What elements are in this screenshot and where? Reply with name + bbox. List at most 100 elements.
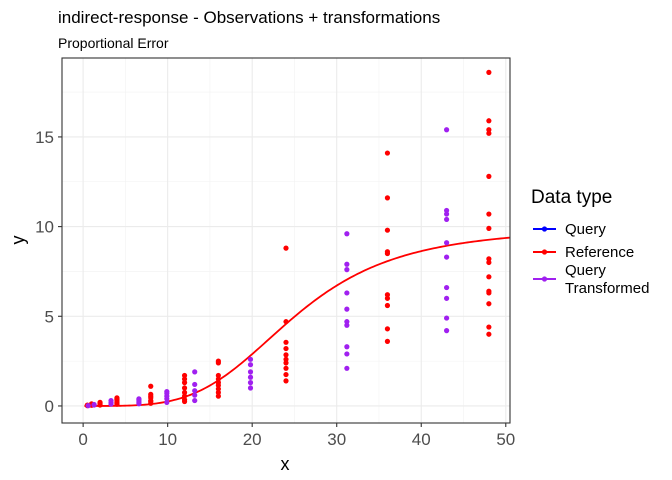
legend-key-point-query-transformed bbox=[541, 276, 548, 282]
legend-title: Data type bbox=[531, 187, 612, 208]
point-query-transformed bbox=[444, 295, 450, 301]
point-reference bbox=[181, 372, 188, 379]
point-query-transformed bbox=[344, 306, 350, 312]
point-reference bbox=[148, 383, 154, 389]
point-query-transformed bbox=[444, 216, 450, 223]
y-tick-label: 15 bbox=[35, 128, 54, 147]
y-tick-label: 0 bbox=[45, 397, 54, 416]
point-query-transformed bbox=[344, 319, 350, 325]
point-query-transformed bbox=[344, 351, 350, 357]
point-query-transformed bbox=[344, 322, 350, 328]
point-reference bbox=[486, 259, 492, 266]
point-query-transformed bbox=[444, 254, 450, 260]
point-reference bbox=[486, 118, 492, 124]
point-reference bbox=[283, 319, 289, 325]
point-reference bbox=[384, 195, 391, 201]
curve-reference bbox=[84, 236, 511, 407]
legend-key-point-reference bbox=[541, 249, 548, 255]
point-reference bbox=[283, 356, 289, 362]
point-reference bbox=[148, 391, 154, 397]
y-axis: 0 5 10 15 bbox=[35, 128, 62, 416]
point-reference bbox=[283, 360, 289, 366]
point-query-transformed bbox=[444, 127, 450, 133]
legend-key-point-query bbox=[541, 226, 548, 232]
point-query-transformed bbox=[444, 211, 450, 217]
x-tick-label: 30 bbox=[327, 430, 346, 449]
point-query-transformed bbox=[344, 261, 350, 267]
point-query-transformed bbox=[192, 397, 198, 404]
point-reference bbox=[384, 292, 391, 298]
x-axis-title: x bbox=[281, 454, 290, 474]
point-query-transformed bbox=[247, 369, 254, 375]
point-reference bbox=[215, 386, 221, 392]
y-tick-label: 10 bbox=[35, 218, 54, 237]
x-tick-label: 40 bbox=[412, 430, 431, 449]
point-reference bbox=[114, 395, 120, 401]
point-reference bbox=[486, 225, 492, 231]
point-reference bbox=[384, 338, 391, 344]
legend-label-line: Query bbox=[565, 262, 606, 279]
chart-title: indirect-response - Observations + trans… bbox=[58, 8, 440, 27]
point-query-transformed bbox=[344, 231, 350, 237]
point-reference bbox=[486, 256, 492, 262]
point-reference bbox=[283, 378, 289, 384]
point-reference bbox=[384, 302, 391, 309]
plot-border bbox=[61, 57, 511, 424]
x-tick-label: 10 bbox=[158, 430, 177, 449]
x-axis: 0 10 20 30 40 50 bbox=[78, 423, 515, 449]
point-reference bbox=[181, 385, 188, 391]
point-reference bbox=[384, 326, 391, 332]
chart-subtitle: Proportional Error bbox=[58, 35, 169, 51]
point-reference bbox=[215, 376, 221, 382]
x-tick-label: 50 bbox=[496, 430, 515, 449]
legend-label-reference: Reference bbox=[565, 244, 634, 261]
point-query-transformed bbox=[136, 396, 142, 402]
legend-label-line: Transformed bbox=[565, 280, 649, 297]
legend-label-query-transformed: Query Transformed bbox=[565, 262, 649, 297]
point-query-transformed bbox=[164, 399, 170, 405]
point-reference bbox=[486, 130, 492, 136]
grid bbox=[62, 58, 510, 423]
legend-item-query-transformed: Query Transformed bbox=[533, 262, 649, 297]
point-reference bbox=[283, 339, 289, 345]
y-tick-label: 5 bbox=[45, 307, 54, 326]
point-query-transformed bbox=[344, 344, 350, 350]
point-reference bbox=[181, 393, 188, 399]
point-reference bbox=[148, 400, 154, 406]
point-query-transformed bbox=[164, 389, 170, 395]
y-axis-title: y bbox=[8, 236, 28, 245]
fitted-curve-layer bbox=[84, 236, 511, 407]
point-reference bbox=[384, 227, 391, 233]
point-reference bbox=[384, 295, 391, 301]
point-reference bbox=[486, 211, 492, 217]
point-query-transformed bbox=[444, 315, 450, 321]
point-reference bbox=[486, 69, 492, 75]
point-reference bbox=[215, 393, 221, 399]
point-reference bbox=[215, 358, 221, 364]
legend-label-query: Query bbox=[565, 221, 606, 238]
point-reference bbox=[283, 245, 289, 251]
point-query-transformed bbox=[247, 385, 254, 391]
point-query-transformed bbox=[247, 380, 254, 386]
point-query-transformed bbox=[192, 392, 198, 398]
point-reference bbox=[486, 301, 492, 307]
point-query-transformed bbox=[247, 356, 254, 362]
point-query-transformed bbox=[344, 290, 350, 296]
x-tick-label: 20 bbox=[243, 430, 262, 449]
point-query-transformed bbox=[444, 207, 450, 214]
point-reference bbox=[283, 365, 289, 371]
point-reference bbox=[215, 380, 221, 386]
point-reference bbox=[181, 380, 188, 386]
point-query-transformed bbox=[247, 362, 254, 368]
point-reference bbox=[283, 371, 289, 378]
point-reference bbox=[486, 173, 492, 179]
point-reference bbox=[486, 274, 492, 280]
point-query-transformed bbox=[344, 267, 350, 273]
legend-item-reference: Reference bbox=[533, 244, 634, 261]
point-reference bbox=[283, 352, 289, 358]
point-reference bbox=[181, 398, 188, 405]
points-layer bbox=[84, 69, 492, 409]
point-reference bbox=[486, 331, 492, 337]
legend: Data type Query Reference Query Transform… bbox=[531, 187, 649, 297]
point-query-transformed bbox=[192, 381, 198, 388]
